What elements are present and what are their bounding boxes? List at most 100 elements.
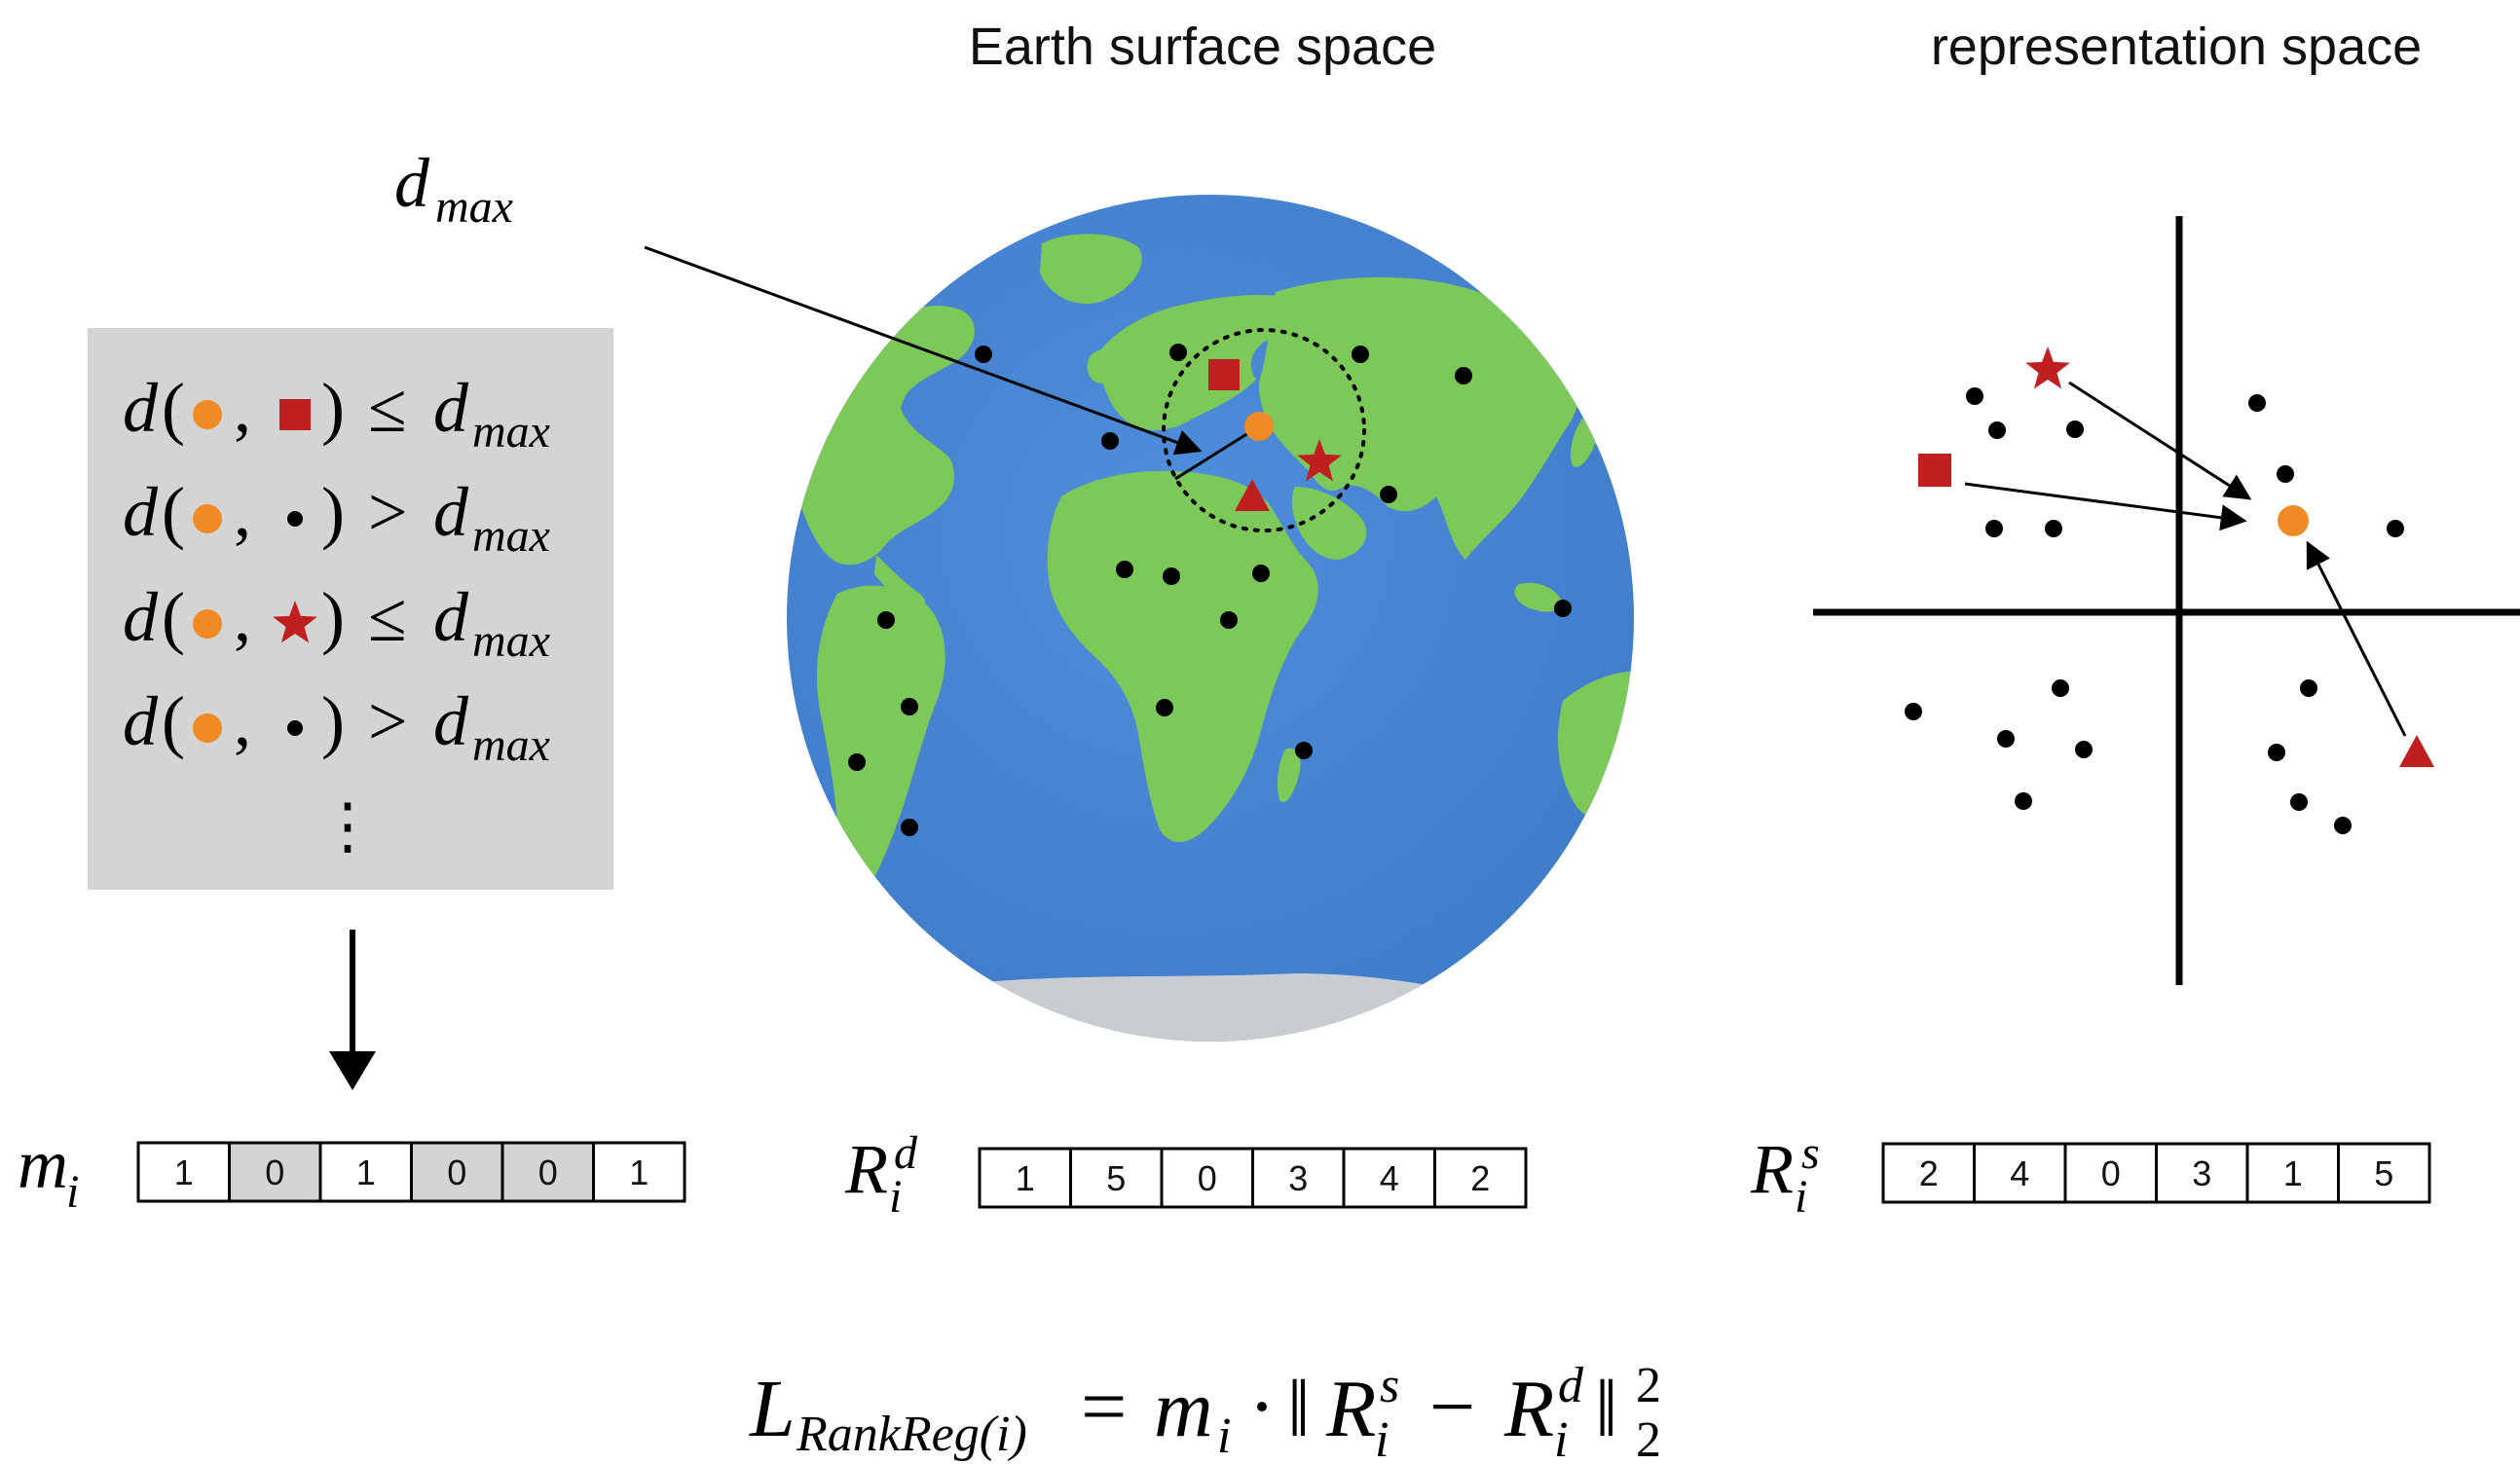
globe-red-triangle-icon [1235, 479, 1270, 511]
condition-close-paren: ) [321, 369, 345, 447]
rep-anchor-orange-circle-icon [2278, 505, 2309, 536]
dmax-sub: max [435, 181, 513, 233]
mask-label-i: i [66, 1166, 79, 1218]
formula-equals: = [1081, 1362, 1127, 1452]
black-dot-icon [1101, 432, 1119, 450]
black-dot-icon [1905, 703, 1922, 720]
formula-minus: − [1429, 1362, 1475, 1452]
globe-anchor-orange-circle-icon [1244, 412, 1274, 441]
formula-R1-sub: i [1375, 1412, 1389, 1464]
mask-value: 0 [265, 1153, 284, 1192]
condition-dmax-sub: max [472, 510, 550, 562]
black-dot-icon [901, 698, 918, 715]
black-dot-icon [2300, 679, 2317, 697]
rank-representation-cell [1973, 1142, 2067, 1204]
rank-distance-sup: d [894, 1127, 918, 1179]
formula-R2: R [1503, 1364, 1554, 1454]
rank-representation-sup: s [1801, 1127, 1820, 1179]
rep-red-star-icon [2025, 347, 2070, 389]
rank-distance-value: 4 [1380, 1158, 1399, 1198]
condition-operator: ≤ [368, 578, 407, 656]
condition-open-paren: ( [162, 578, 185, 656]
rank-representation-cell [2337, 1142, 2431, 1204]
black-dot-icon [1988, 421, 2006, 439]
black-dot-icon [1997, 730, 2015, 748]
black-dot-icon [877, 611, 895, 629]
black-dot-icon [2334, 817, 2352, 834]
rank-representation-cell [2245, 1142, 2340, 1204]
black-dot-icon [2277, 465, 2294, 483]
black-dot-icon [1455, 367, 1472, 384]
formula-norm-sub: 2 [1636, 1412, 1661, 1464]
formula-R1: R [1325, 1364, 1376, 1454]
black-dot-icon [1985, 520, 2003, 537]
rank-representation-value: 0 [2101, 1153, 2121, 1193]
mask-cell [592, 1141, 686, 1203]
black-dot-icon [2290, 793, 2308, 811]
condition-open-paren: ( [162, 682, 185, 760]
condition-open-paren: ( [162, 473, 185, 551]
mask-value: 1 [356, 1153, 376, 1192]
black-dot-icon [2248, 394, 2266, 412]
mask-value: 1 [174, 1153, 194, 1192]
rank-representation-value: 2 [1919, 1153, 1939, 1193]
formula-subscript: RankReg(i) [796, 1407, 1027, 1462]
black-dot-icon [287, 511, 303, 527]
square-to-anchor-arrow [1964, 482, 2247, 531]
black-dot-icon [1220, 611, 1238, 629]
globe-dots [848, 344, 1572, 836]
black-dot-icon [2066, 421, 2084, 438]
earth-surface-title: Earth surface space [969, 18, 1436, 76]
black-dot-icon [2015, 792, 2032, 810]
rank-distance-value: 0 [1198, 1158, 1217, 1198]
black-dot-icon [2052, 679, 2069, 697]
globe-red-star-icon [1297, 439, 1342, 482]
black-dot-icon [1169, 344, 1187, 361]
rank-representation-label: R s i [1750, 1127, 1820, 1223]
rank-distance-label: R d i [844, 1127, 918, 1223]
condition-row: d(,) > d max [123, 473, 550, 562]
formula-cdot: · [1248, 1362, 1276, 1452]
black-dot-icon [901, 819, 918, 836]
representation-axes [1813, 216, 2520, 985]
orange-circle-icon [193, 504, 222, 533]
rank-distance-value: 3 [1288, 1158, 1308, 1198]
red-square-icon [279, 399, 311, 430]
condition-operator: ≤ [368, 369, 407, 447]
rank-distance-cell [1342, 1147, 1436, 1209]
black-dot-icon [1295, 742, 1313, 759]
rep-red-triangle-icon [2399, 735, 2434, 767]
condition-operator: > [368, 473, 408, 551]
black-dot-icon [975, 346, 992, 363]
representation-arrows [1964, 381, 2407, 737]
mask-cell [228, 1141, 322, 1203]
condition-dmax-d: d [433, 473, 469, 551]
rank-representation-value: 4 [2010, 1153, 2029, 1193]
representation-dots [1905, 387, 2404, 834]
condition-dmax-sub: max [472, 719, 550, 771]
condition-close-paren: ) [321, 473, 345, 551]
rank-distance-value: 2 [1470, 1158, 1490, 1198]
globe-red-square-icon [1208, 359, 1240, 390]
rank-representation-value: 5 [2374, 1153, 2393, 1193]
black-dot-icon [1352, 346, 1369, 363]
black-dot-icon [1252, 565, 1270, 582]
formula-R2-sup: d [1558, 1358, 1584, 1413]
condition-d: d [123, 682, 159, 760]
rank-representation-cell [1881, 1142, 1976, 1204]
black-dot-icon [1116, 561, 1133, 578]
red-star-icon [273, 601, 317, 643]
condition-comma: , [234, 369, 251, 447]
formula-m-sub: i [1217, 1409, 1231, 1464]
formula-norm-open: ‖ [1287, 1364, 1311, 1454]
formula-m: m [1154, 1364, 1213, 1454]
condition-panel-background [88, 328, 613, 890]
dmax-radius-circle [1162, 328, 1366, 532]
condition-open-paren: ( [162, 369, 185, 447]
condition-ellipsis: ⋮ [316, 791, 379, 860]
formula-L: L [749, 1364, 796, 1454]
rank-representation-R: R [1750, 1130, 1794, 1208]
